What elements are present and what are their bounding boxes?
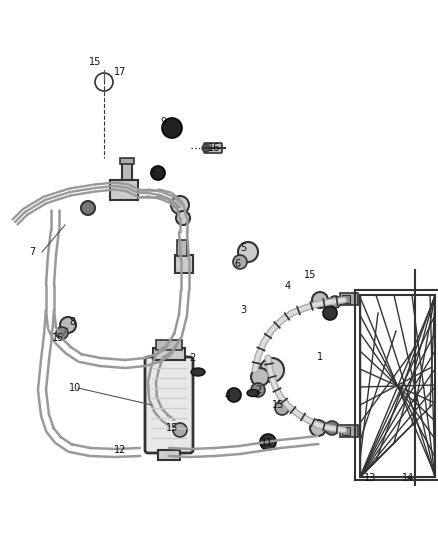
Circle shape — [151, 166, 165, 180]
Text: 3: 3 — [240, 305, 246, 315]
Text: 15: 15 — [89, 57, 101, 67]
Text: 16: 16 — [208, 143, 220, 153]
Circle shape — [171, 196, 189, 214]
Bar — [120, 158, 134, 164]
Bar — [360, 295, 435, 477]
Circle shape — [238, 242, 258, 262]
Text: 1: 1 — [317, 352, 323, 362]
Bar — [177, 240, 187, 256]
Text: 11: 11 — [261, 438, 273, 448]
Text: 15: 15 — [166, 423, 178, 433]
Text: 12: 12 — [114, 445, 126, 455]
Bar — [122, 162, 132, 180]
Circle shape — [325, 421, 339, 435]
Text: 8: 8 — [69, 317, 75, 327]
Bar — [342, 427, 350, 435]
Text: 4: 4 — [285, 281, 291, 291]
Circle shape — [176, 211, 190, 225]
Circle shape — [60, 317, 76, 333]
Circle shape — [312, 292, 328, 308]
Text: 15: 15 — [272, 400, 284, 410]
Circle shape — [275, 401, 289, 415]
Text: 15: 15 — [304, 270, 316, 280]
Bar — [342, 295, 350, 303]
Circle shape — [227, 388, 241, 402]
Circle shape — [56, 327, 68, 339]
Circle shape — [162, 118, 182, 138]
Text: 10: 10 — [69, 383, 81, 393]
Bar — [156, 340, 182, 350]
Ellipse shape — [191, 368, 205, 376]
Text: 9: 9 — [160, 117, 166, 127]
FancyBboxPatch shape — [145, 357, 193, 453]
Text: 7: 7 — [29, 247, 35, 257]
Text: 6: 6 — [234, 259, 240, 269]
Text: 14: 14 — [402, 473, 414, 483]
Ellipse shape — [247, 390, 259, 397]
Text: 2: 2 — [189, 353, 195, 363]
Text: 8: 8 — [149, 168, 155, 178]
Bar — [340, 425, 358, 437]
Circle shape — [251, 383, 265, 397]
Circle shape — [329, 296, 341, 308]
Circle shape — [323, 306, 337, 320]
Circle shape — [81, 201, 95, 215]
Bar — [153, 348, 185, 360]
Circle shape — [173, 423, 187, 437]
Text: 17: 17 — [114, 67, 126, 77]
FancyBboxPatch shape — [204, 143, 222, 153]
Text: 15: 15 — [52, 333, 64, 343]
Bar — [110, 180, 138, 200]
Bar — [175, 255, 193, 273]
Text: 13: 13 — [364, 473, 376, 483]
Text: 4: 4 — [225, 391, 231, 401]
Circle shape — [260, 434, 276, 450]
Circle shape — [251, 368, 269, 386]
Text: 2: 2 — [255, 385, 261, 395]
Text: 5: 5 — [240, 243, 246, 253]
Circle shape — [233, 255, 247, 269]
Circle shape — [310, 420, 326, 436]
Circle shape — [260, 358, 284, 382]
Bar — [340, 293, 358, 305]
Bar — [158, 450, 180, 460]
Circle shape — [202, 144, 210, 152]
